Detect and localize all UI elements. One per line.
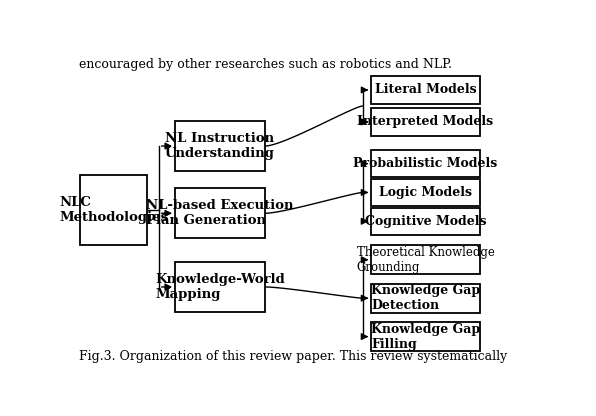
- Bar: [175, 188, 265, 238]
- Bar: [371, 179, 480, 206]
- Text: encouraged by other researches such as robotics and NLP.: encouraged by other researches such as r…: [79, 58, 452, 71]
- Text: Knowledge-World
Mapping: Knowledge-World Mapping: [155, 273, 285, 301]
- Text: Knowledge Gap
Filling: Knowledge Gap Filling: [371, 322, 480, 351]
- Bar: [371, 245, 480, 274]
- Text: Knowledge Gap
Detection: Knowledge Gap Detection: [371, 284, 480, 312]
- Text: Probabilistic Models: Probabilistic Models: [353, 157, 498, 170]
- Bar: [80, 175, 147, 245]
- Bar: [175, 262, 265, 312]
- Bar: [371, 109, 480, 136]
- Text: Theoretical Knowledge
Grounding: Theoretical Knowledge Grounding: [356, 246, 495, 274]
- Bar: [371, 322, 480, 351]
- Text: NLC
Methodologies: NLC Methodologies: [59, 196, 168, 224]
- Text: NL Instruction
Understanding: NL Instruction Understanding: [165, 132, 275, 160]
- Text: Fig.3. Organization of this review paper. This review systematically: Fig.3. Organization of this review paper…: [79, 350, 507, 363]
- Bar: [371, 208, 480, 235]
- Bar: [371, 150, 480, 177]
- Text: NL-based Execution
Plan Generation: NL-based Execution Plan Generation: [146, 199, 294, 227]
- Bar: [175, 121, 265, 171]
- Text: Literal Models: Literal Models: [375, 84, 476, 97]
- Text: Logic Models: Logic Models: [379, 186, 472, 199]
- Bar: [371, 77, 480, 104]
- Text: Interpreted Models: Interpreted Models: [358, 116, 493, 129]
- Bar: [371, 284, 480, 312]
- Text: Cognitive Models: Cognitive Models: [365, 215, 486, 228]
